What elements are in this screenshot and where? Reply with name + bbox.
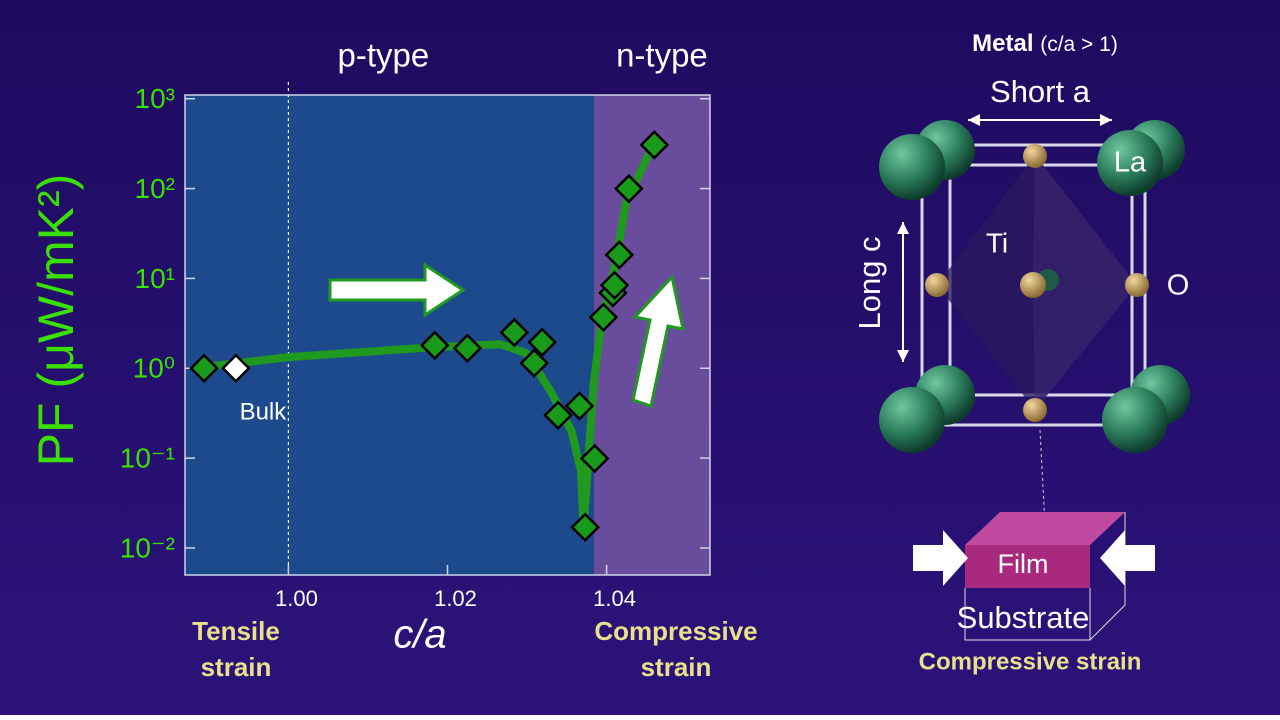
short-a: Short a [990, 74, 1091, 109]
data-point [221, 353, 251, 384]
y-tick-label: 10² [135, 173, 175, 204]
x-tick-label: 1.04 [593, 586, 636, 611]
data-point [579, 443, 610, 474]
x-tick-label: 1.00 [275, 586, 318, 611]
la-label: La [1114, 147, 1147, 179]
region-label: n-type [616, 37, 708, 74]
o-label: O [1167, 270, 1190, 302]
y-tick-label: 10¹ [135, 263, 175, 294]
data-point [543, 400, 573, 431]
diagram: Metal (c/a > 1) Short a Long c La Ti O [852, 30, 1190, 675]
film-top [965, 512, 1125, 545]
strain-label: Compressive [594, 616, 757, 646]
y-axis-label: PF (μW/mK²) [28, 174, 84, 467]
y-tick-label: 10⁻¹ [120, 442, 175, 473]
data-point [614, 173, 644, 204]
data-point [604, 240, 635, 270]
compress-arrow [1100, 530, 1155, 586]
caption: Compressive strain [919, 648, 1142, 675]
la-atoms [879, 120, 1190, 453]
data-point [527, 327, 557, 357]
substrate-label: Substrate [957, 600, 1090, 635]
point-label: Bulk [240, 399, 288, 426]
region [185, 95, 594, 575]
data-point [570, 512, 600, 543]
x-tick-label: 1.02 [434, 586, 477, 611]
film-label: Film [998, 549, 1049, 579]
long-c: Long c [852, 236, 887, 329]
data-point [564, 391, 595, 421]
chart: p-type n-type 10⁻² 10⁻¹ 10⁰ 10¹ 10² 10³ 1.00 1.02… [28, 37, 757, 682]
trend-arrow [631, 273, 685, 408]
x-axis-label: c/a [393, 613, 446, 657]
strain-label: strain [201, 652, 272, 682]
data-point [519, 348, 549, 378]
trend-arrow [328, 262, 466, 318]
strain-label: Tensile [192, 616, 280, 646]
data-point [189, 353, 219, 384]
compress-arrow [913, 530, 968, 586]
metal: Metal [972, 30, 1033, 57]
data-point [588, 302, 619, 332]
ti-label: Ti [986, 227, 1008, 258]
y-tick-label: 10⁻² [120, 532, 175, 563]
data-point [499, 317, 530, 348]
diagram-title: Metal (c/a > 1) [972, 30, 1118, 57]
data-point [639, 130, 670, 160]
y-tick-label: 10⁰ [133, 353, 175, 384]
data-point [420, 330, 450, 361]
leader [1039, 429, 1046, 526]
strain-label: strain [641, 652, 712, 682]
o-atoms [925, 144, 1149, 422]
metal-note: (c/a > 1) [1040, 33, 1118, 56]
octahedron [1033, 155, 1137, 410]
y-tick-label: 10³ [135, 83, 175, 114]
film [965, 545, 1090, 588]
data-point [452, 333, 483, 364]
data-point [599, 270, 630, 300]
region-label: p-type [338, 37, 430, 74]
